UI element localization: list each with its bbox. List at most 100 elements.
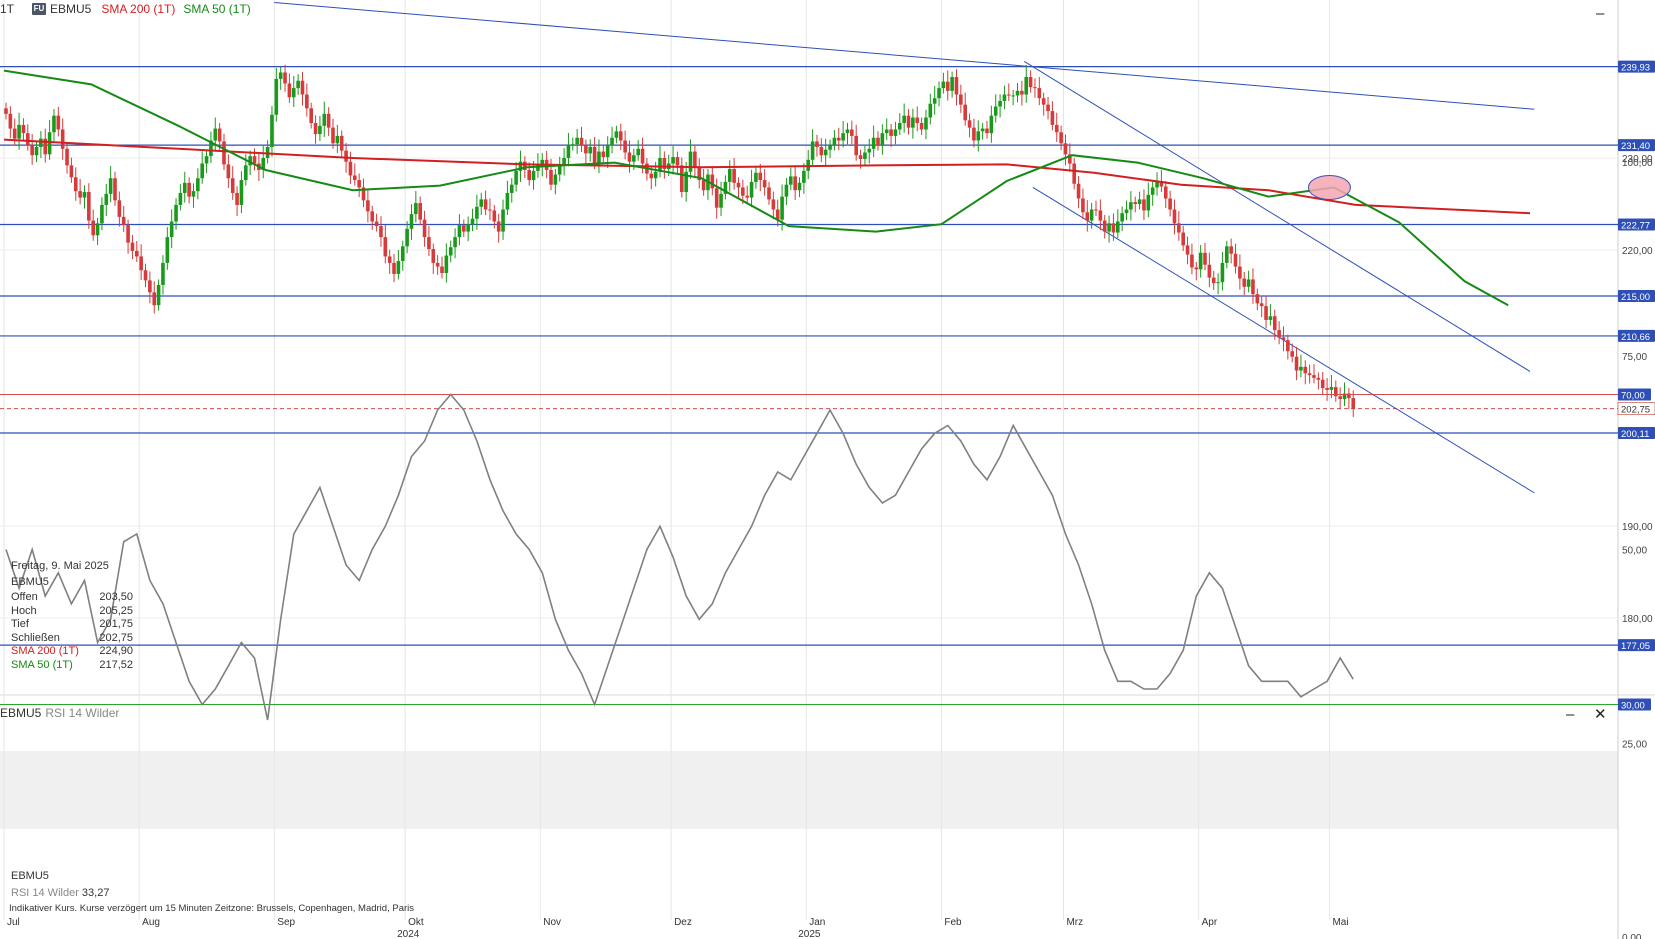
candle-down	[680, 165, 684, 193]
candle-up	[884, 129, 889, 134]
candle-down	[283, 72, 287, 84]
minimize-icon[interactable]: –	[1566, 706, 1575, 723]
candle-down	[431, 249, 436, 263]
candle-down	[1229, 246, 1233, 254]
symbol-label[interactable]: EBMU5	[50, 2, 92, 16]
tooltip-row-high: Hoch 205,25	[11, 605, 133, 619]
candle-down	[300, 80, 305, 95]
candle-down	[331, 127, 335, 144]
candle-down	[91, 220, 95, 236]
candle-up	[1150, 187, 1155, 195]
candle-up	[213, 128, 218, 141]
tooltip-row-sma50: SMA 50 (1T) 217,52	[11, 659, 133, 673]
trendline	[274, 2, 1535, 110]
timeframe-label[interactable]: 1T	[0, 2, 15, 16]
candle-up	[845, 129, 850, 134]
candle-up	[1120, 213, 1124, 222]
candle-down	[972, 127, 976, 141]
candle-up	[688, 151, 693, 172]
candle-up	[575, 137, 579, 145]
candle-up	[405, 228, 409, 247]
candle-down	[370, 211, 375, 222]
candle-up	[802, 170, 806, 183]
candle-down	[1351, 398, 1356, 409]
sma50-legend[interactable]: SMA 50 (1T)	[183, 2, 251, 16]
candle-up	[1002, 94, 1007, 101]
candle-down	[313, 123, 318, 135]
candle-up	[863, 152, 867, 159]
tooltip-value: 224,90	[99, 645, 133, 657]
close-icon[interactable]: ✕	[1594, 706, 1607, 723]
candle-up	[248, 156, 252, 166]
candle-up	[937, 88, 941, 99]
sma200-legend[interactable]: SMA 200 (1T)	[101, 2, 176, 16]
candle-down	[26, 133, 30, 146]
candle-down	[850, 129, 854, 136]
candle-down	[1033, 87, 1037, 89]
candle-down	[967, 120, 972, 128]
candle-down	[1046, 104, 1050, 112]
candle-down	[1207, 264, 1212, 278]
candle-up	[335, 135, 340, 144]
tooltip-value: 203,50	[99, 591, 133, 603]
candle-down	[418, 203, 422, 220]
candle-up	[414, 203, 418, 215]
candle-up	[39, 138, 43, 147]
month-label: Dez	[674, 917, 692, 928]
candle-up	[501, 209, 505, 232]
candle-down	[627, 152, 632, 162]
candle-down	[379, 226, 383, 238]
month-label: Jan	[809, 917, 825, 928]
candle-up	[989, 115, 994, 134]
candle-down	[1168, 198, 1172, 210]
candle-down	[148, 280, 152, 293]
candle-down	[954, 77, 959, 95]
candle-up	[1089, 209, 1094, 221]
candle-up	[536, 165, 540, 171]
candle-down	[60, 129, 65, 149]
futures-badge: FU	[32, 3, 47, 15]
tooltip-row-close: Schließen 202,75	[11, 632, 133, 646]
candle-up	[261, 158, 266, 170]
tooltip-label: Tief	[11, 618, 29, 630]
candle-up	[1198, 252, 1203, 270]
rsi-info-value: 33,27	[81, 887, 110, 899]
candle-up	[400, 246, 405, 262]
level-tag	[1618, 329, 1655, 342]
candle-down	[889, 129, 893, 136]
candle-up	[509, 184, 514, 193]
candle-down	[252, 156, 257, 164]
candle-up	[278, 72, 283, 79]
candle-down	[126, 225, 130, 243]
candle-up	[719, 193, 723, 208]
candle-down	[662, 158, 667, 170]
candle-down	[1076, 183, 1081, 199]
candle-up	[518, 161, 523, 171]
candle-up	[671, 157, 675, 164]
candle-down	[1290, 351, 1294, 357]
candle-down	[139, 256, 143, 271]
candle-down	[366, 200, 370, 212]
candle-up	[950, 77, 954, 91]
candle-down	[230, 178, 235, 193]
candle-down	[130, 242, 135, 251]
candle-up	[610, 137, 614, 146]
year-label: 2025	[798, 929, 821, 939]
candle-down	[69, 165, 74, 178]
candle-down	[492, 210, 497, 222]
candle-down	[523, 161, 527, 170]
candle-up	[810, 141, 815, 160]
candle-down	[640, 148, 645, 164]
candle-down	[836, 137, 841, 141]
level-label: 231,40	[1621, 141, 1650, 152]
candle-up	[789, 176, 793, 185]
candle-down	[1286, 340, 1290, 352]
tooltip-row-low: Tief 201,75	[11, 618, 133, 632]
candle-down	[1028, 77, 1033, 88]
candle-down	[1307, 373, 1312, 376]
candle-down	[549, 169, 553, 185]
candle-up	[1011, 95, 1015, 97]
candle-up	[723, 181, 728, 194]
minimize-icon[interactable]: –	[1596, 5, 1605, 22]
